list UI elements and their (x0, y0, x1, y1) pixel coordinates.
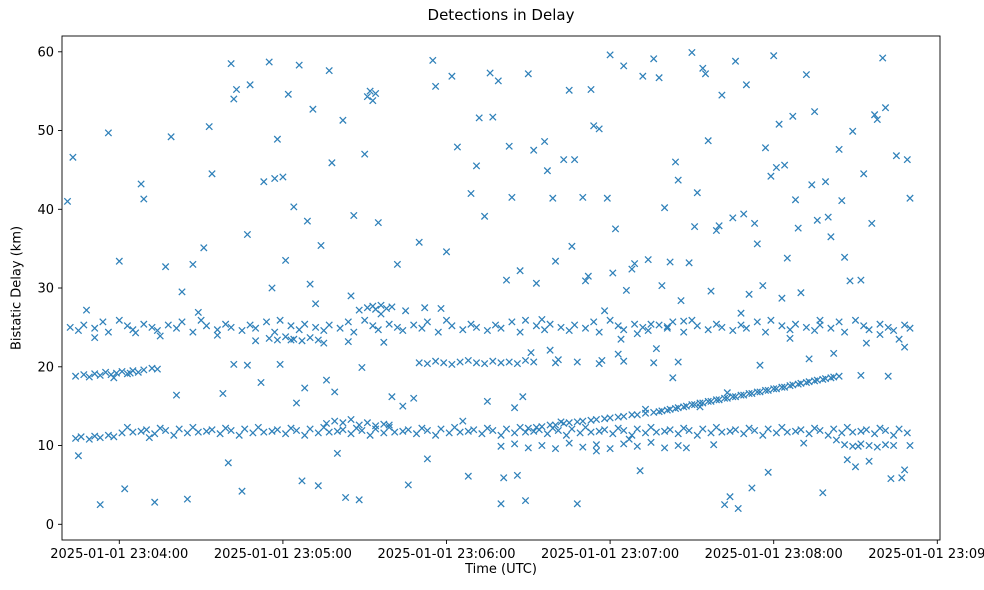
svg-text:2025-01-01 23:07:00: 2025-01-01 23:07:00 (541, 547, 679, 562)
svg-text:60: 60 (37, 45, 54, 60)
svg-text:20: 20 (37, 360, 54, 375)
svg-text:10: 10 (37, 439, 54, 454)
svg-text:40: 40 (37, 203, 54, 218)
svg-text:2025-01-01 23:04:00: 2025-01-01 23:04:00 (50, 547, 188, 562)
svg-text:2025-01-01 23:09:00: 2025-01-01 23:09:00 (868, 547, 984, 562)
y-axis-ticks: 0 10 20 30 40 50 60 (37, 45, 62, 533)
x-axis-label: Time (UTC) (465, 562, 537, 577)
svg-text:2025-01-01 23:05:00: 2025-01-01 23:05:00 (214, 547, 352, 562)
svg-text:0: 0 (46, 518, 54, 533)
svg-text:30: 30 (37, 282, 54, 297)
svg-text:50: 50 (37, 124, 54, 139)
scatter-points (63, 48, 914, 513)
chart-title: Detections in Delay (427, 6, 575, 24)
svg-text:2025-01-01 23:08:00: 2025-01-01 23:08:00 (705, 547, 843, 562)
x-axis-ticks: 2025-01-01 23:04:00 2025-01-01 23:05:00 20… (50, 540, 984, 562)
axes-border (61, 35, 941, 541)
svg-text:2025-01-01 23:06:00: 2025-01-01 23:06:00 (377, 547, 515, 562)
